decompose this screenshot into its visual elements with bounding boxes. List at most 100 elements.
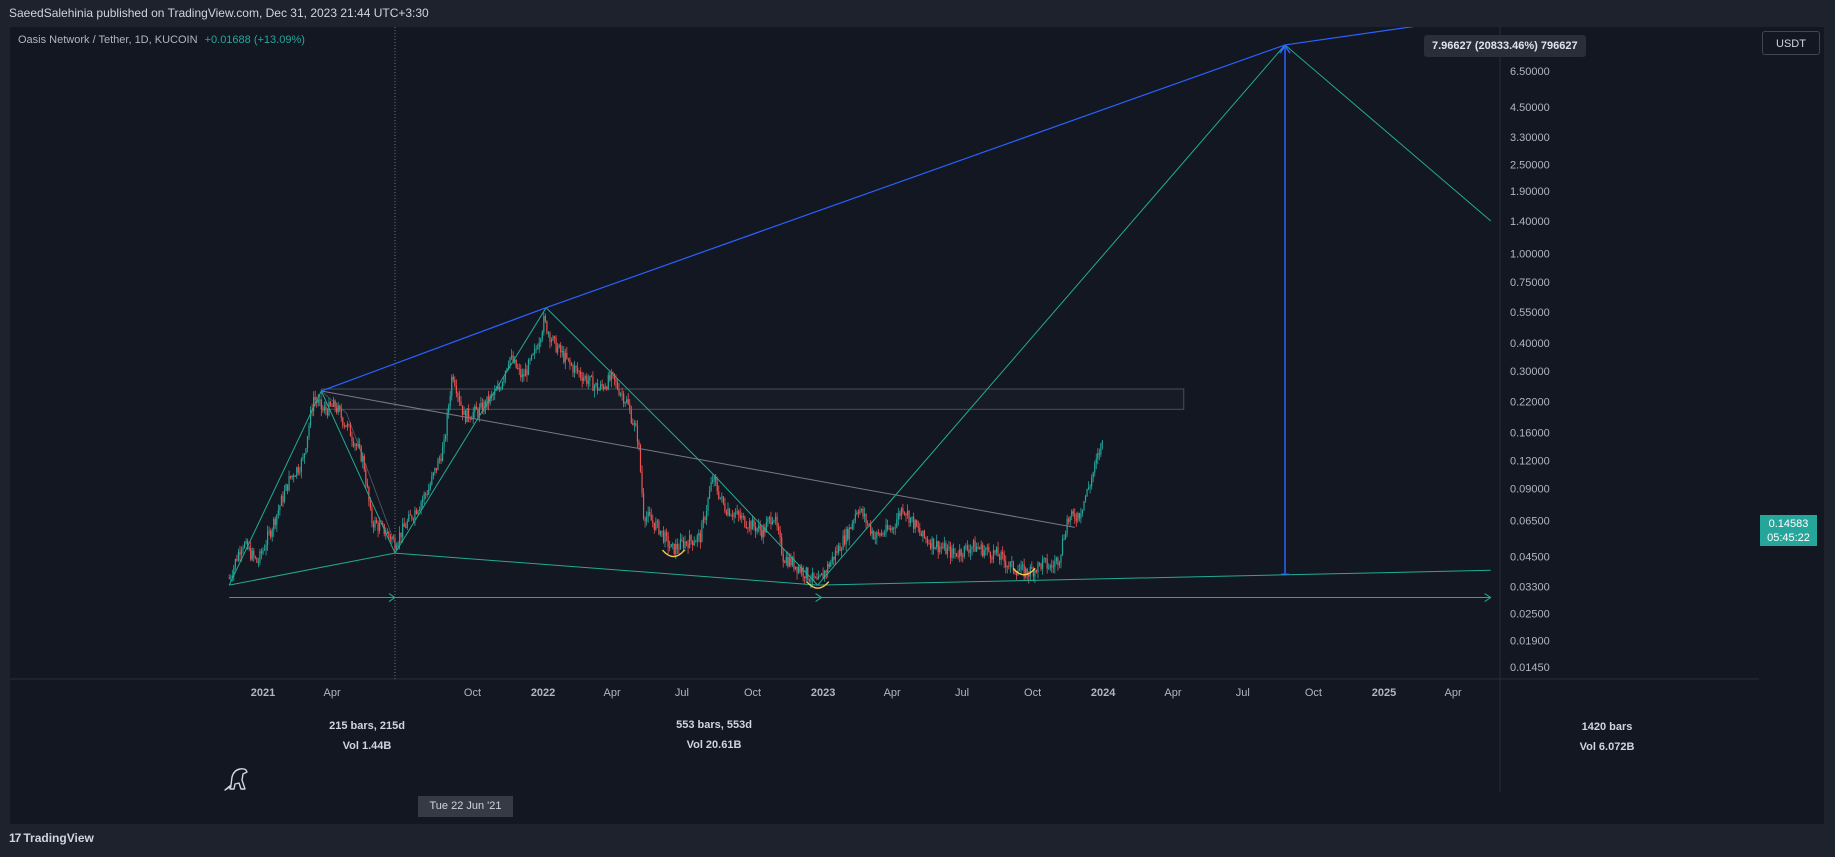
candle-body	[431, 476, 433, 485]
candle-body	[710, 482, 712, 491]
candle-body	[758, 525, 760, 529]
candle-body	[368, 486, 370, 502]
candle-body	[911, 516, 913, 518]
candle-body	[670, 544, 672, 548]
candle-body	[546, 321, 548, 334]
candle-body	[891, 527, 893, 530]
candle-body	[796, 566, 798, 573]
candle-body	[432, 472, 434, 477]
y-tick-label: 3.30000	[1510, 132, 1550, 144]
candle-body	[302, 457, 304, 460]
candle-body	[285, 484, 287, 491]
candle-body	[325, 406, 327, 411]
bottom-arc-marker	[806, 581, 830, 589]
candle-body	[701, 523, 703, 543]
candle-body	[636, 426, 639, 442]
candle-body	[877, 532, 879, 534]
candle-body	[627, 399, 629, 405]
candle-body	[966, 545, 968, 550]
candle-body	[822, 573, 824, 579]
y-tick-label: 0.40000	[1510, 338, 1550, 350]
candle-body	[428, 489, 430, 495]
candle-body	[1008, 566, 1010, 567]
candle-body	[409, 514, 411, 516]
candle-body	[340, 409, 342, 418]
candle-body	[770, 516, 772, 525]
x-tick-label: 2025	[1372, 687, 1396, 699]
candle-body	[549, 332, 551, 342]
candle-body	[308, 425, 310, 437]
candle-body	[664, 532, 666, 543]
candle-body	[845, 529, 847, 545]
candle-body	[290, 476, 292, 478]
candle-body	[233, 566, 235, 576]
candle-body	[672, 543, 674, 545]
candle-body	[317, 400, 319, 403]
candle-body	[288, 476, 290, 491]
candle-body	[968, 549, 970, 553]
candle-body	[397, 543, 399, 547]
candle-body	[971, 546, 973, 550]
candle-body	[607, 375, 609, 390]
candle-body	[994, 550, 996, 553]
candle-body	[1012, 561, 1015, 572]
candle-body	[492, 394, 494, 396]
candle-body	[840, 549, 843, 552]
candle-body	[491, 394, 493, 396]
candle-body	[1097, 453, 1099, 459]
candle-body	[991, 557, 993, 560]
candle-body	[538, 342, 540, 349]
candle-body	[230, 577, 232, 579]
range-stat-3: 1420 bars Vol 6.072B	[1547, 717, 1667, 757]
candle-body	[512, 355, 514, 363]
candle-body	[263, 549, 266, 551]
candle-body	[578, 371, 580, 373]
tradingview-brand[interactable]: 17 TradingView	[9, 831, 94, 845]
y-tick-label: 0.16000	[1510, 428, 1550, 440]
candle-body	[684, 541, 686, 549]
symbol-legend[interactable]: Oasis Network / Tether, 1D, KUCOIN +0.01…	[18, 34, 305, 46]
candle-body	[764, 527, 766, 533]
candle-body	[336, 407, 338, 413]
candle-body	[948, 546, 950, 549]
candle-body	[784, 561, 786, 563]
candle-body	[449, 396, 451, 407]
candle-body	[623, 393, 625, 404]
candle-body	[1100, 443, 1102, 455]
candle-body	[283, 490, 286, 502]
y-tick-label: 1.00000	[1510, 249, 1550, 261]
candle-body	[319, 399, 321, 401]
candle-body	[412, 519, 414, 520]
candle-body	[778, 526, 780, 531]
candle-body	[626, 399, 628, 403]
candle-body	[326, 410, 329, 416]
candle-body	[696, 535, 698, 542]
candle-body	[960, 549, 962, 556]
candle-body	[1052, 566, 1054, 568]
candle-body	[446, 413, 448, 436]
x-tick-label: Jul	[955, 687, 969, 699]
candle-body	[334, 400, 336, 408]
candle-body	[610, 372, 612, 381]
currency-button[interactable]: USDT	[1762, 31, 1820, 55]
candle-body	[570, 363, 573, 366]
candle-body	[836, 551, 838, 553]
chart-plot[interactable]: 8.500006.500004.500003.300002.500001.900…	[10, 27, 1759, 792]
candle-body	[1040, 563, 1042, 569]
candle-body	[975, 546, 978, 552]
candle-body	[286, 484, 289, 491]
candle-body	[695, 541, 697, 543]
candle-body	[814, 577, 817, 579]
candle-body	[756, 528, 758, 532]
dinosaur-icon[interactable]	[222, 763, 252, 793]
footer-bar	[0, 825, 1835, 857]
bar-countdown: 05:45:22	[1767, 532, 1810, 544]
candle-body	[905, 513, 907, 516]
candle-body	[448, 406, 450, 414]
candle-body	[517, 367, 519, 369]
candle-body	[1000, 552, 1002, 560]
candle-body	[913, 516, 915, 529]
range-stat-1-bars: 215 bars, 215d	[329, 720, 405, 732]
candle-body	[276, 514, 278, 525]
candle-body	[1058, 562, 1061, 565]
